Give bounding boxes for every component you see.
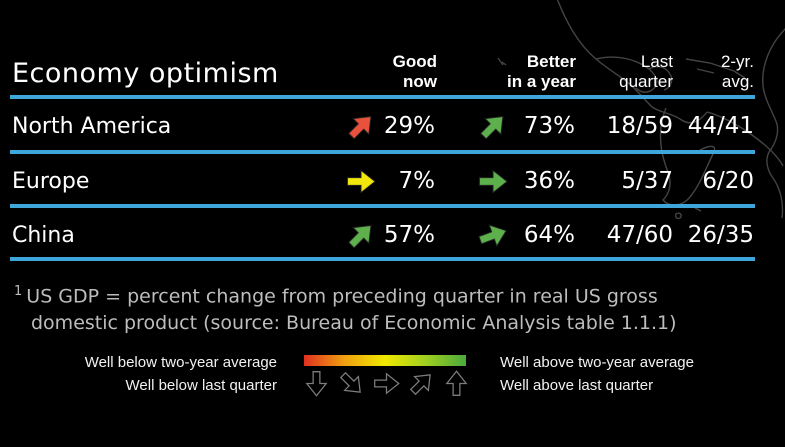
better-in-year-value: 73% bbox=[523, 113, 575, 139]
table-row: Europe 7% 36% 5/37 6/20 bbox=[0, 156, 785, 206]
column-header-line: 2-yr. bbox=[720, 52, 754, 71]
header-divider-line bbox=[10, 95, 755, 99]
column-header-line: now bbox=[403, 72, 437, 91]
footnote-line2: domestic product (source: Bureau of Econ… bbox=[31, 312, 677, 335]
column-header-good-now: Good now bbox=[393, 40, 437, 92]
column-header-last-quarter: Last quarter bbox=[619, 40, 673, 92]
column-header-line: Last bbox=[640, 52, 673, 71]
region-label: North America bbox=[12, 113, 172, 139]
table-row: North America 29% 73% 18/59 44/41 bbox=[0, 101, 785, 151]
column-header-line: avg. bbox=[721, 72, 754, 91]
good-now-value: 7% bbox=[398, 168, 436, 194]
arrow-down-icon bbox=[301, 368, 331, 398]
column-header-2yr-avg: 2-yr. avg. bbox=[721, 40, 754, 92]
legend-arrow-scale bbox=[301, 366, 471, 400]
arrow-up-right-icon bbox=[405, 366, 438, 399]
arrow-right-icon bbox=[371, 368, 401, 398]
arrow-up-icon bbox=[441, 368, 471, 398]
legend-left-labels: Well below two-year average Well below l… bbox=[85, 351, 277, 397]
row-divider-line bbox=[10, 257, 755, 261]
last-quarter-value: 5/37 bbox=[621, 168, 673, 194]
column-header-better-in-a-year: Better in a year bbox=[507, 40, 576, 92]
column-header-line: quarter bbox=[619, 72, 673, 91]
legend-label-below-average: Well below two-year average bbox=[84, 354, 277, 371]
two-yr-avg-value: 26/35 bbox=[687, 222, 754, 248]
row-divider-line bbox=[10, 150, 755, 154]
good-now-value: 29% bbox=[383, 113, 435, 139]
better-in-year-value: 64% bbox=[523, 222, 575, 248]
arrow-down-right-icon bbox=[335, 367, 368, 400]
legend-right-labels: Well above two-year average Well above l… bbox=[500, 351, 694, 397]
legend-gradient-bar bbox=[304, 355, 466, 366]
two-yr-avg-value: 6/20 bbox=[702, 168, 754, 194]
column-header-line: Good bbox=[392, 52, 437, 71]
footnote-line1: 1 US GDP = percent change from preceding … bbox=[14, 278, 677, 310]
page-title: Economy optimism bbox=[12, 58, 279, 89]
better-in-year-value: 36% bbox=[523, 168, 575, 194]
footnote-text: US GDP = percent change from preceding q… bbox=[26, 285, 658, 308]
legend-label-above-quarter: Well above last quarter bbox=[500, 377, 654, 394]
table-row: China 57% 64% 47/60 26/35 bbox=[0, 210, 785, 260]
last-quarter-value: 47/60 bbox=[606, 222, 673, 248]
legend-label-below-quarter: Well below last quarter bbox=[125, 377, 277, 394]
column-header-line: in a year bbox=[507, 72, 576, 91]
good-now-value: 57% bbox=[383, 222, 435, 248]
legend-label-above-average: Well above two-year average bbox=[500, 354, 694, 371]
region-label: China bbox=[12, 222, 75, 248]
footnote-marker: 1 bbox=[14, 284, 23, 299]
last-quarter-value: 18/59 bbox=[606, 113, 673, 139]
footnote: 1 US GDP = percent change from preceding … bbox=[14, 278, 677, 337]
column-header-line: Better bbox=[526, 52, 576, 71]
row-divider-line bbox=[10, 204, 755, 208]
two-yr-avg-value: 44/41 bbox=[687, 113, 754, 139]
region-label: Europe bbox=[12, 168, 90, 194]
